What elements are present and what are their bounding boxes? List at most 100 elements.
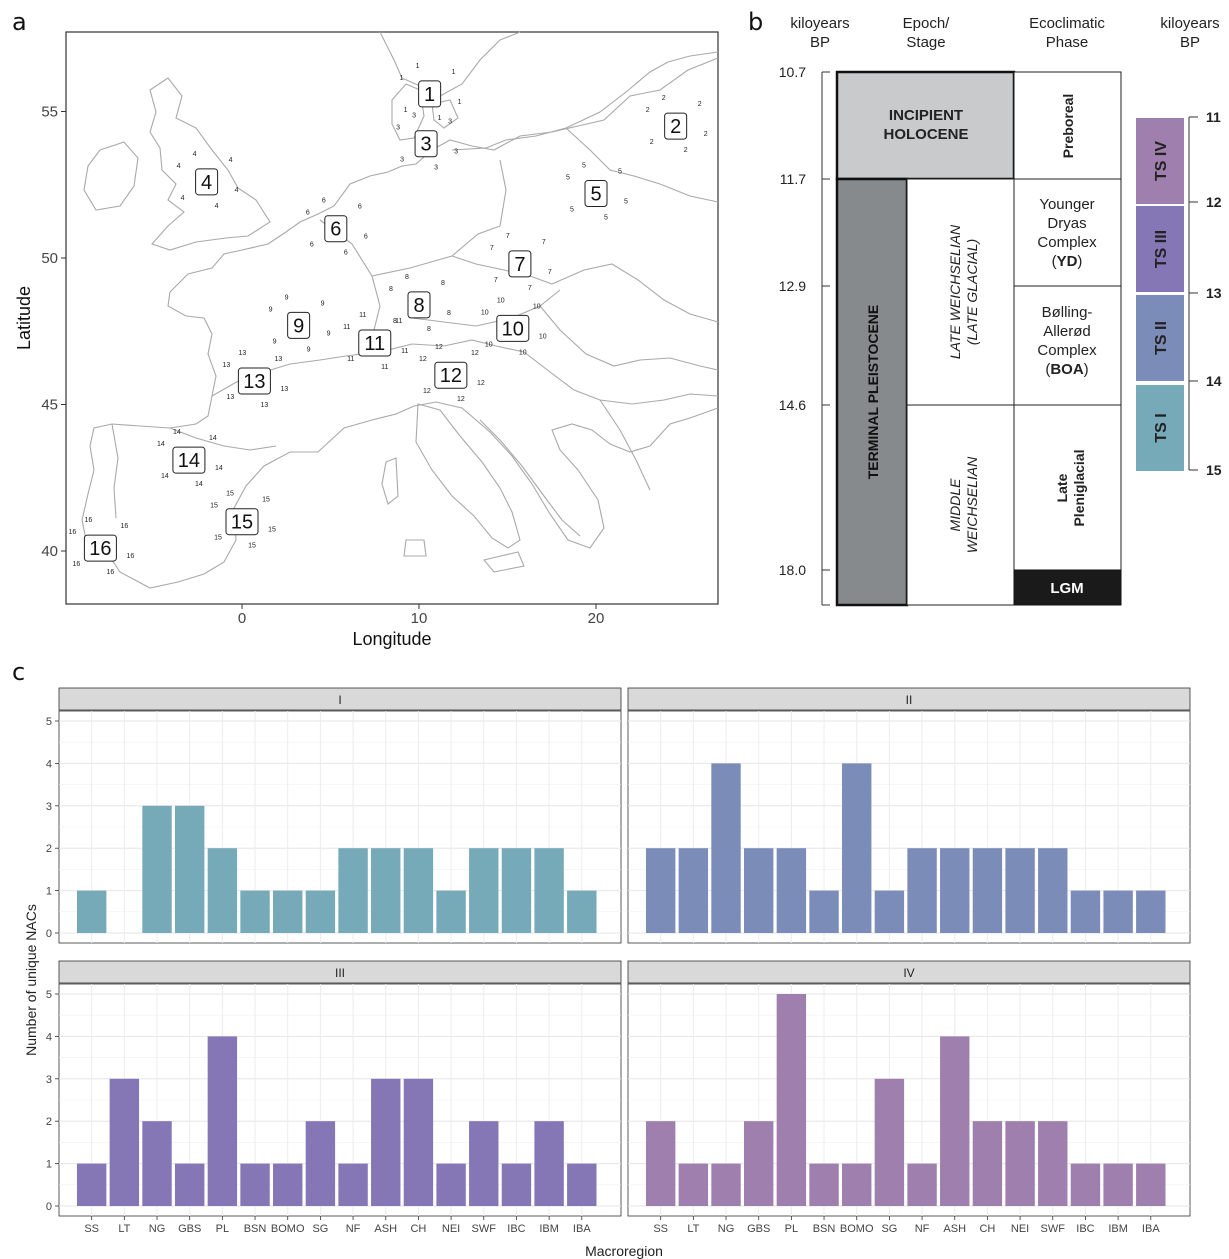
map-site-label: 8 — [405, 274, 409, 281]
map-site-label: 7 — [548, 269, 552, 276]
map-site-label: 15 — [248, 543, 256, 550]
bar — [842, 763, 872, 933]
bar — [534, 1121, 564, 1206]
bar — [776, 994, 807, 1206]
map-site-label: 14 — [161, 473, 169, 480]
map-site-label: 2 — [698, 101, 702, 108]
bar — [776, 848, 807, 933]
bar — [109, 1078, 140, 1206]
x-tick-label: SG — [881, 1223, 897, 1235]
bar — [1103, 890, 1133, 933]
bar — [711, 1163, 741, 1206]
map-region-box — [172, 446, 206, 474]
map-region-box — [496, 314, 530, 342]
facet-strip — [58, 960, 622, 984]
bar — [874, 1078, 905, 1206]
map-region-box — [414, 130, 438, 158]
map-region-box — [434, 361, 468, 389]
younger-dryas-label: Younger Dryas Complex (YD) — [1037, 196, 1097, 270]
map-site-label: 14 — [195, 481, 203, 488]
x-tick-label: NEI — [442, 1223, 460, 1235]
panel-letter-b: b — [748, 8, 764, 36]
map-site-label: 9 — [327, 330, 331, 337]
bar — [174, 1163, 205, 1206]
late-weichselian-box — [906, 178, 1015, 406]
x-tick-label: ASH — [374, 1223, 397, 1235]
map-site-label: 2 — [650, 139, 654, 146]
bar — [436, 890, 466, 933]
bar — [809, 890, 839, 933]
map-site-label: 14 — [173, 429, 181, 436]
map-region-box — [195, 168, 219, 196]
middle-weichselian-label: MIDDLEWEICHSELIAN — [947, 456, 980, 553]
map-site-label: 3 — [412, 113, 416, 120]
bar — [240, 890, 270, 933]
map-region-box — [287, 311, 311, 339]
header-ecoclimatic-phase: Ecoclimatic Phase — [1029, 15, 1105, 51]
map-site-label: 11 — [343, 324, 350, 331]
map-site-label: 11 — [359, 312, 366, 319]
map-site-label: 1 — [452, 69, 456, 76]
y-tick-label: 3 — [46, 801, 52, 813]
x-tick-label: LT — [687, 1223, 699, 1235]
map-site-label: 8 — [393, 318, 397, 325]
facet-panel: I 0 1 2 3 4 5 — [46, 687, 622, 944]
map-region-label: 7 — [514, 254, 525, 276]
map-region-box — [407, 291, 431, 319]
map-region-label: 8 — [413, 295, 424, 317]
y-tick-label: 0 — [46, 1201, 52, 1213]
map-region-label: 9 — [293, 315, 304, 337]
bar — [142, 805, 172, 933]
bar — [436, 1163, 466, 1206]
y-tick-label: 5 — [46, 716, 52, 728]
chart-ylabel: Number of unique NACs — [23, 904, 39, 1056]
map-site-label: 5 — [582, 163, 586, 170]
map-region-label: 15 — [231, 512, 253, 534]
x-tick-label: NG — [149, 1223, 166, 1235]
map-site-label: 4 — [181, 195, 185, 202]
bar — [76, 890, 107, 933]
facet-strip-label: I — [338, 693, 341, 707]
map-site-label: 4 — [193, 151, 197, 158]
bar — [567, 1163, 597, 1206]
x-tick-label: SWF — [1041, 1223, 1066, 1235]
x-tick-label: SWF — [472, 1223, 497, 1235]
map-site-label: 7 — [506, 233, 510, 240]
map-site-label: 9 — [273, 338, 277, 345]
map-site-label: 8 — [389, 286, 393, 293]
x-tick-label: IBC — [1076, 1223, 1094, 1235]
map-site-label: 16 — [121, 523, 129, 530]
map-site-label: 13 — [274, 356, 282, 363]
x-tick-label: BOMO — [271, 1223, 305, 1235]
bar — [273, 890, 303, 933]
bar — [338, 848, 368, 933]
ts-bar — [1136, 118, 1184, 204]
map-site-label: 4 — [229, 157, 233, 164]
map-region-label: 6 — [330, 219, 341, 241]
ts-bar — [1136, 206, 1184, 292]
map-site-label: 8 — [441, 280, 445, 287]
ts-bars: TS IV TS III TS II TS I — [1136, 118, 1184, 471]
map-region-box — [664, 112, 688, 140]
x-tick-label: LT — [118, 1223, 130, 1235]
map-site-label: 3 — [400, 157, 404, 164]
bar — [338, 1163, 368, 1206]
map-site-label: 11 — [381, 364, 388, 371]
map-site-label: 9 — [321, 300, 325, 307]
late-pleniglacial-label: LatePleniglacial — [1054, 449, 1087, 526]
map-site-label: 10 — [519, 349, 527, 356]
map-y-tick-label: 40 — [41, 543, 58, 560]
bar — [809, 1163, 839, 1206]
y-tick-label: 1 — [46, 886, 52, 898]
map-site-label: 5 — [624, 199, 628, 206]
panel-letter-a: a — [12, 8, 27, 36]
map-y-tick-label: 45 — [41, 397, 58, 414]
left-tick-label: 11.7 — [780, 171, 806, 187]
map-site-label: 16 — [85, 517, 93, 524]
bar — [940, 1036, 970, 1206]
panel-letter-c: c — [12, 658, 26, 686]
x-tick-label: IBA — [573, 1223, 591, 1235]
